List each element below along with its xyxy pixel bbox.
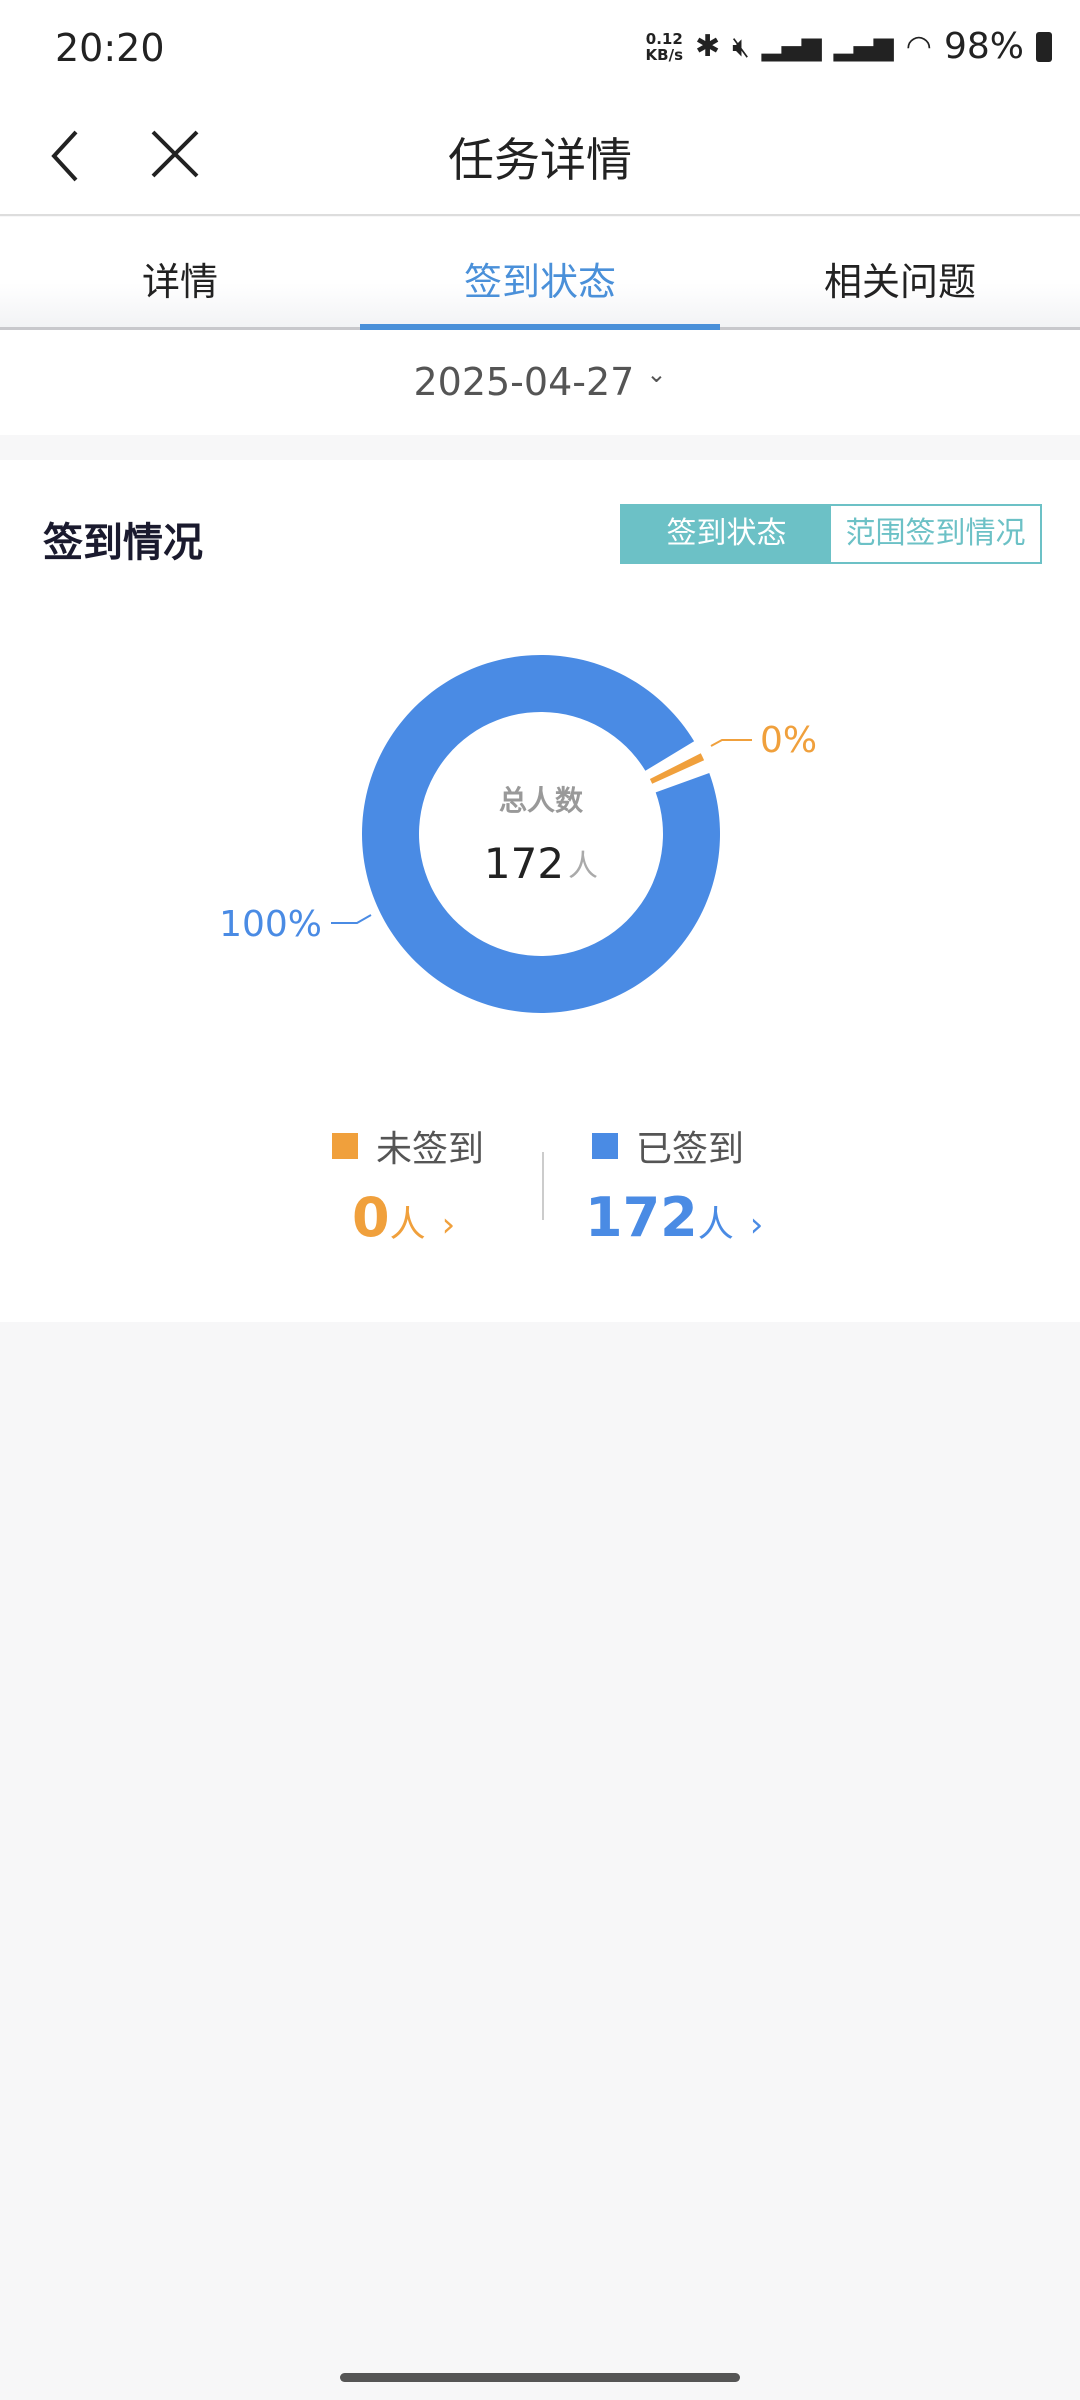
legend-swatch [592, 1133, 618, 1159]
tab-related-issues[interactable]: 相关问题 [823, 260, 976, 304]
status-icons: 0.12 KB/s ✱ 🔇︎ ▂▄▆ ▂▄▆ ◠ 98% [646, 26, 1052, 67]
legend-unchecked: 未签到 [332, 1120, 484, 1172]
tab-details[interactable]: 详情 [141, 260, 218, 304]
center-unit: 人 [568, 849, 598, 884]
donut-chart: 总人数 172 人 0% 100% [219, 654, 817, 1013]
percent-label-checked: 100% [219, 904, 322, 945]
mute-icon: 🔇︎ [732, 29, 750, 63]
label-line-checked [331, 914, 372, 924]
page-title: 任务详情 [448, 133, 632, 187]
checkin-card: 签到情况 签到状态 范围签到情况 总人数 172 人 0% 100% 未签到 已… [0, 460, 1080, 1322]
date-selector[interactable]: 2025-04-27 ⌄ [0, 330, 1080, 435]
signal-icon: ▂▄▆ [761, 31, 822, 62]
donut-slice-checked[interactable] [361, 654, 720, 1013]
checked-count-link[interactable]: 172人 › [585, 1186, 764, 1249]
network-speed: 0.12 KB/s [645, 29, 684, 64]
percent-label-unchecked: 0% [760, 720, 817, 761]
legend-checked: 已签到 [592, 1120, 744, 1172]
toggle-range-checkin[interactable]: 范围签到情况 [831, 506, 1040, 562]
view-toggle: 签到状态 范围签到情况 [620, 504, 1042, 564]
chevron-left-icon[interactable] [40, 126, 100, 186]
battery-percent: 98% [943, 26, 1024, 67]
center-label: 总人数 [499, 784, 584, 817]
chevron-right-icon: › [441, 1205, 456, 1245]
chevron-right-icon: › [749, 1205, 764, 1245]
bluetooth-icon: ✱ [695, 29, 721, 64]
unchecked-count-link[interactable]: 0人 › [352, 1186, 456, 1249]
battery-icon [1036, 31, 1052, 62]
donut-slice-unchecked[interactable] [649, 753, 705, 784]
status-time: 20:20 [55, 26, 165, 70]
toggle-checkin-status[interactable]: 签到状态 [622, 506, 831, 562]
label-line-unchecked [710, 739, 752, 747]
legend-divider [542, 1152, 544, 1220]
close-icon[interactable] [145, 124, 205, 184]
legend-swatch [332, 1133, 358, 1159]
tab-bar: 详情 签到状态 相关问题 [0, 217, 1080, 330]
status-bar: 20:20 0.12 KB/s ✱ 🔇︎ ▂▄▆ ▂▄▆ ◠ 98% [0, 0, 1080, 96]
card-title: 签到情况 [43, 520, 203, 566]
center-value: 172 [484, 839, 564, 888]
app-header: 任务详情 [0, 96, 1080, 216]
wifi-icon: ◠ [905, 29, 932, 64]
home-indicator[interactable] [340, 2373, 740, 2382]
signal-icon: ▂▄▆ [833, 31, 894, 62]
date-value: 2025-04-27 [413, 360, 635, 404]
tab-checkin-status[interactable]: 签到状态 [360, 217, 720, 330]
chevron-down-icon: ⌄ [646, 360, 667, 388]
